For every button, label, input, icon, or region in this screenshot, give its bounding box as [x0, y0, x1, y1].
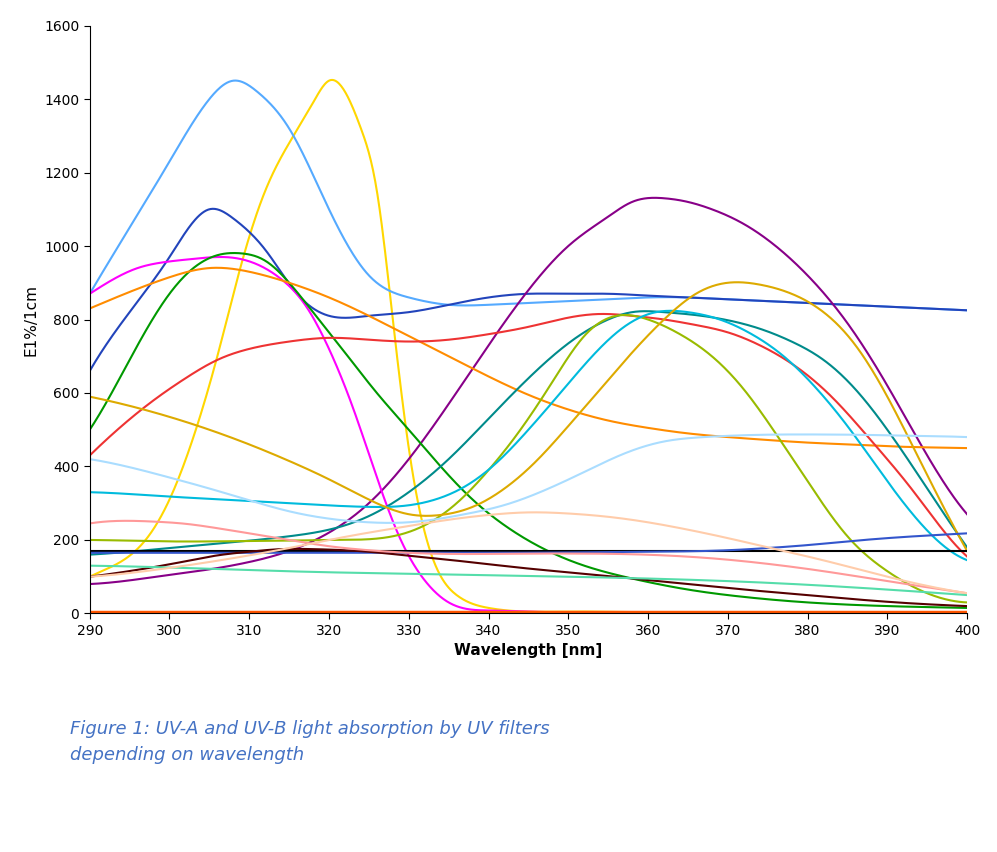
- Y-axis label: E1%/1cm: E1%/1cm: [24, 284, 39, 355]
- X-axis label: Wavelength [nm]: Wavelength [nm]: [455, 643, 602, 659]
- Text: Figure 1: UV-A and UV-B light absorption by UV filters
depending on wavelength: Figure 1: UV-A and UV-B light absorption…: [70, 720, 549, 764]
